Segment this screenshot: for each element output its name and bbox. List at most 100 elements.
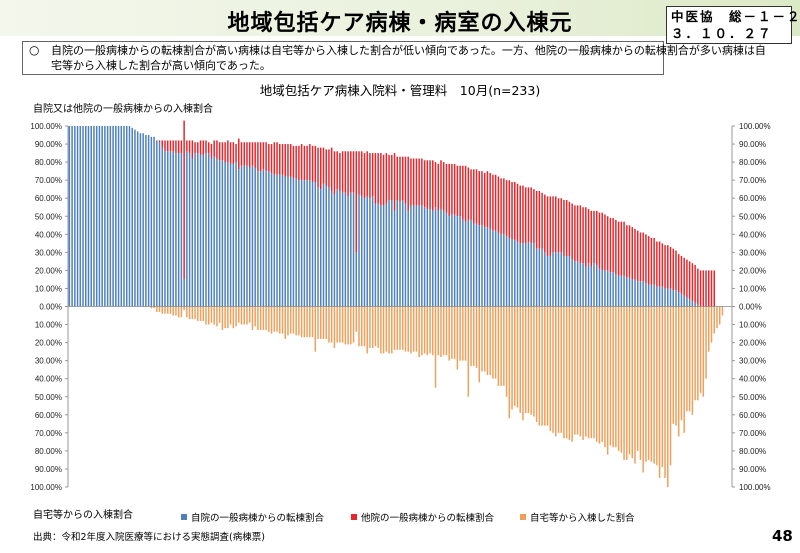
bar-home <box>514 306 516 406</box>
bar-own-ward <box>694 302 696 307</box>
bar-other-hospital <box>207 142 210 154</box>
bar-own-ward <box>363 198 366 307</box>
bar-home <box>470 306 472 367</box>
bar-home <box>667 306 669 487</box>
y-tick-label-right: 70.00% <box>739 176 766 185</box>
bar-other-hospital <box>604 214 606 271</box>
bar-own-ward <box>279 174 281 307</box>
bar-home <box>273 306 276 332</box>
bar-other-hospital <box>686 259 688 298</box>
bar-home <box>210 306 213 323</box>
bar-home <box>309 306 311 338</box>
bar-home <box>303 306 306 338</box>
bar-home <box>180 306 183 318</box>
bar-own-ward <box>131 127 133 307</box>
bar-home <box>243 306 245 325</box>
bar-home <box>541 306 543 426</box>
bar-other-hospital <box>289 144 292 177</box>
bar-own-ward <box>251 165 254 307</box>
bar-home <box>325 306 327 339</box>
bar-other-hospital <box>582 207 584 264</box>
bar-own-ward <box>325 185 327 307</box>
legend-swatch-other <box>351 514 357 520</box>
bar-home <box>399 306 401 350</box>
bar-own-ward <box>647 284 650 307</box>
bar-home <box>713 306 715 334</box>
bar-home <box>508 306 511 419</box>
bar-other-hospital <box>713 270 715 307</box>
summary-bullet: ○ <box>29 43 40 57</box>
bar-other-hospital <box>352 151 355 193</box>
bar-own-ward <box>90 126 92 307</box>
bar-own-ward <box>688 299 691 307</box>
bar-home <box>161 306 164 314</box>
y-tick-label-right: 100.00% <box>739 483 771 492</box>
bar-other-hospital <box>587 209 590 264</box>
bar-own-ward <box>106 126 109 307</box>
bar-home <box>434 306 437 388</box>
bar-own-ward <box>355 252 358 307</box>
bar-own-ward <box>546 255 549 307</box>
bar-other-hospital <box>538 190 541 249</box>
bar-own-ward <box>440 209 442 307</box>
legend-label-own: 自院の一般病棟からの転棟割合 <box>191 513 325 524</box>
bar-other-hospital <box>350 151 352 193</box>
bar-other-hospital <box>612 218 614 273</box>
bar-own-ward <box>128 126 131 307</box>
bar-own-ward <box>478 225 480 307</box>
y-tick-label-left: 20.00% <box>35 339 62 348</box>
bar-other-hospital <box>333 151 336 195</box>
bar-other-hospital <box>519 185 521 244</box>
bar-home <box>169 306 172 314</box>
bar-home <box>440 306 442 358</box>
bar-other-hospital <box>374 153 377 204</box>
bar-other-hospital <box>702 270 705 307</box>
bar-other-hospital <box>298 145 300 181</box>
bar-home <box>202 306 205 321</box>
bar-home <box>565 306 568 439</box>
bar-other-hospital <box>276 142 278 175</box>
bar-home <box>287 306 289 336</box>
bar-home <box>669 306 672 466</box>
bar-own-ward <box>68 126 71 307</box>
bar-home <box>410 306 412 354</box>
bar-own-ward <box>639 281 642 307</box>
bar-own-ward <box>497 232 500 307</box>
bar-own-ward <box>645 283 647 307</box>
bar-other-hospital <box>210 144 213 159</box>
bar-other-hospital <box>459 165 461 217</box>
bar-other-hospital <box>371 153 374 197</box>
bar-other-hospital <box>508 180 511 238</box>
bar-own-ward <box>369 198 371 307</box>
bar-own-ward <box>524 243 527 307</box>
bar-own-ward <box>667 288 669 307</box>
bar-home <box>314 306 317 352</box>
bar-own-ward <box>289 176 292 307</box>
bar-own-ward <box>412 205 415 307</box>
bar-other-hospital <box>339 153 341 191</box>
bar-home <box>686 306 688 412</box>
bar-own-ward <box>259 171 262 307</box>
bar-home <box>473 306 475 367</box>
bar-home <box>235 306 237 327</box>
bar-home <box>350 306 352 345</box>
bar-other-hospital <box>467 167 470 220</box>
bar-other-hospital <box>653 237 655 285</box>
bar-home <box>224 306 226 329</box>
bar-other-hospital <box>478 171 480 226</box>
bar-other-hospital <box>705 270 707 307</box>
bar-own-ward <box>360 196 363 307</box>
source-note: 出典：令和2年度入院医療等における実態調査(病棟票) <box>33 532 265 543</box>
bar-own-ward <box>432 210 434 307</box>
bar-other-hospital <box>442 162 445 211</box>
bar-other-hospital <box>694 264 696 303</box>
bar-home <box>232 306 235 329</box>
bar-own-ward <box>437 210 440 307</box>
bar-own-ward <box>582 263 584 307</box>
bar-other-hospital <box>541 192 543 249</box>
bar-own-ward <box>473 223 475 307</box>
bar-own-ward <box>134 129 136 307</box>
bar-home <box>298 306 300 336</box>
bar-other-hospital <box>535 190 538 249</box>
bar-own-ward <box>166 151 169 307</box>
